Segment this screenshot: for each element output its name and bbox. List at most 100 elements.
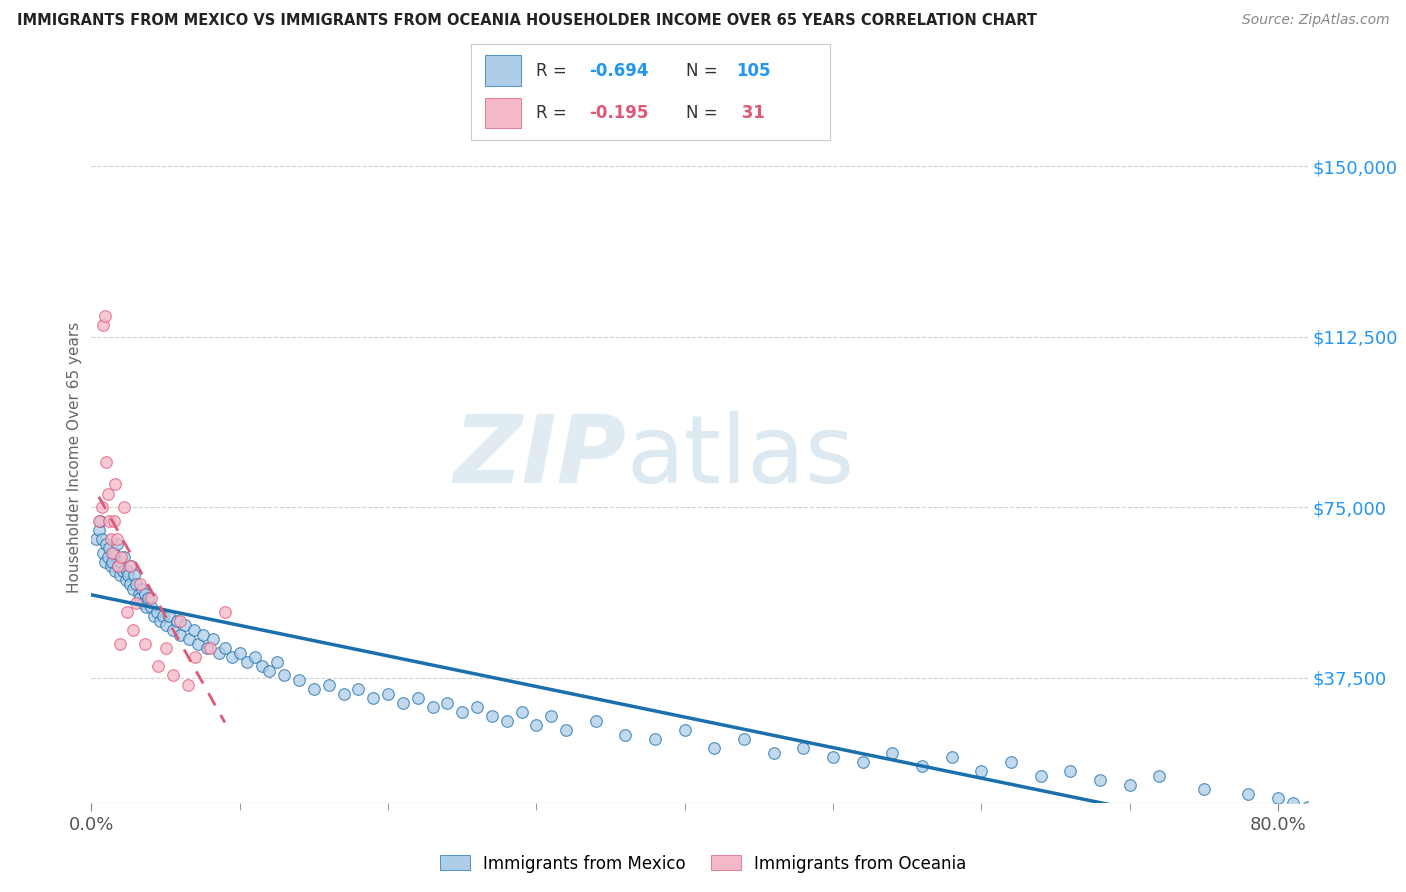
- Point: [733, 732, 755, 747]
- Point: [122, 582, 145, 596]
- Point: [259, 664, 281, 678]
- Point: [1149, 768, 1171, 782]
- Point: [911, 759, 934, 773]
- Point: [115, 564, 138, 578]
- Point: [1000, 755, 1022, 769]
- Text: -0.694: -0.694: [589, 62, 648, 79]
- Point: [970, 764, 993, 778]
- Point: [152, 609, 174, 624]
- Point: [97, 486, 120, 500]
- Point: [173, 618, 195, 632]
- Point: [1088, 773, 1111, 788]
- Point: [183, 623, 205, 637]
- Point: [481, 709, 503, 723]
- Point: [1296, 800, 1319, 814]
- Point: [465, 700, 488, 714]
- FancyBboxPatch shape: [485, 55, 522, 87]
- Point: [208, 646, 231, 660]
- Point: [236, 655, 259, 669]
- Point: [124, 568, 146, 582]
- Point: [100, 559, 122, 574]
- Point: [332, 687, 354, 701]
- Point: [792, 741, 814, 756]
- Point: [103, 546, 125, 560]
- Point: [1267, 791, 1289, 805]
- Point: [84, 532, 107, 546]
- Point: [108, 568, 131, 582]
- Text: ZIP: ZIP: [454, 411, 627, 503]
- Point: [100, 532, 122, 546]
- Point: [510, 705, 533, 719]
- Point: [555, 723, 578, 737]
- Point: [122, 623, 145, 637]
- Point: [90, 500, 112, 515]
- Point: [179, 632, 201, 646]
- Point: [120, 559, 142, 574]
- Point: [129, 577, 152, 591]
- Text: R =: R =: [536, 62, 567, 79]
- Point: [540, 709, 562, 723]
- Point: [105, 536, 128, 550]
- Point: [524, 718, 547, 732]
- Point: [585, 714, 607, 728]
- Point: [110, 555, 132, 569]
- Point: [495, 714, 517, 728]
- Point: [115, 605, 138, 619]
- Point: [132, 596, 155, 610]
- Point: [162, 668, 184, 682]
- Point: [142, 609, 165, 624]
- Point: [107, 559, 129, 574]
- Text: 105: 105: [737, 62, 770, 79]
- Point: [243, 650, 266, 665]
- Point: [134, 586, 156, 600]
- Point: [169, 614, 191, 628]
- Point: [155, 618, 177, 632]
- Point: [128, 586, 150, 600]
- Point: [93, 555, 115, 569]
- Point: [139, 600, 162, 615]
- Point: [288, 673, 311, 687]
- Text: Source: ZipAtlas.com: Source: ZipAtlas.com: [1241, 13, 1389, 28]
- Point: [273, 668, 295, 682]
- Point: [392, 696, 415, 710]
- Y-axis label: Householder Income Over 65 years: Householder Income Over 65 years: [67, 321, 82, 593]
- Point: [762, 746, 785, 760]
- Point: [90, 532, 112, 546]
- Point: [136, 591, 159, 606]
- Point: [101, 546, 124, 560]
- Point: [111, 564, 134, 578]
- FancyBboxPatch shape: [485, 97, 522, 128]
- Point: [214, 605, 236, 619]
- Text: atlas: atlas: [627, 411, 855, 503]
- Point: [177, 677, 200, 691]
- Point: [703, 741, 725, 756]
- Point: [118, 577, 141, 591]
- Point: [166, 614, 188, 628]
- Point: [108, 637, 131, 651]
- Text: N =: N =: [686, 62, 717, 79]
- Point: [250, 659, 273, 673]
- Point: [1237, 787, 1260, 801]
- Point: [221, 650, 243, 665]
- Point: [125, 596, 148, 610]
- Point: [644, 732, 666, 747]
- Point: [228, 646, 250, 660]
- Point: [103, 514, 125, 528]
- Point: [169, 627, 191, 641]
- Point: [157, 609, 180, 624]
- Text: 31: 31: [737, 104, 765, 122]
- Point: [112, 550, 135, 565]
- Point: [451, 705, 474, 719]
- Point: [149, 614, 172, 628]
- Point: [347, 682, 370, 697]
- Point: [377, 687, 399, 701]
- Point: [125, 577, 148, 591]
- Point: [135, 600, 157, 615]
- Point: [162, 623, 184, 637]
- Point: [1118, 778, 1140, 792]
- Point: [129, 591, 152, 606]
- Point: [1192, 782, 1215, 797]
- Point: [302, 682, 325, 697]
- Legend: Immigrants from Mexico, Immigrants from Oceania: Immigrants from Mexico, Immigrants from …: [433, 848, 973, 880]
- Point: [104, 477, 127, 491]
